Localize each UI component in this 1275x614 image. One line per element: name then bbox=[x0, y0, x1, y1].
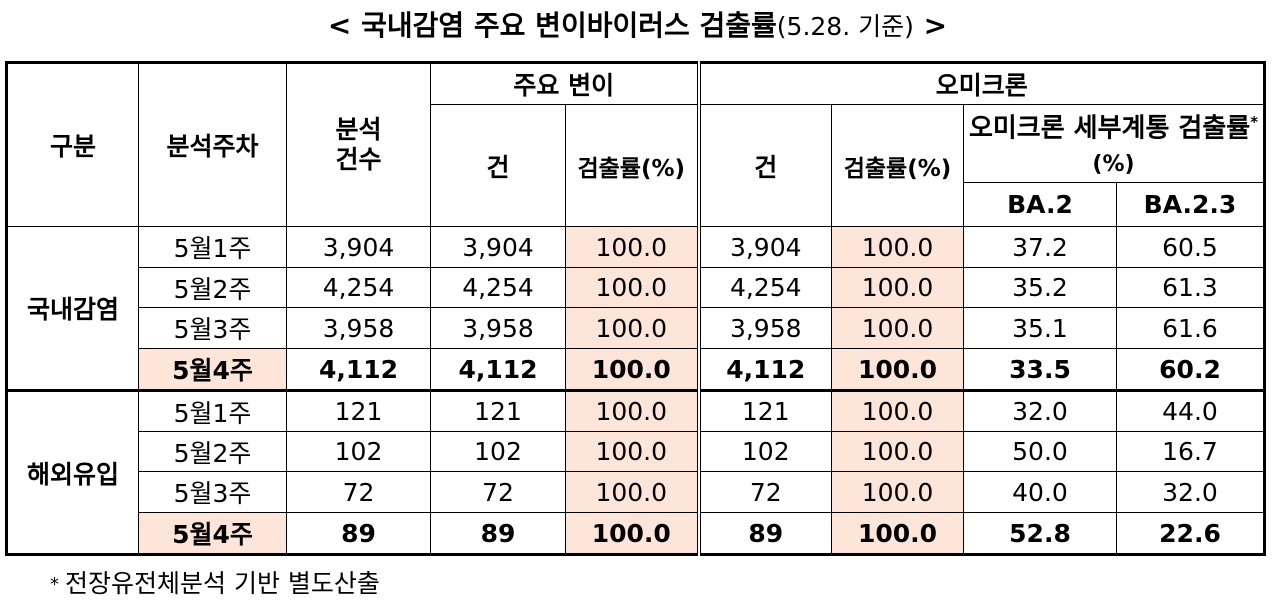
header-variant-rate: 검출률(%) bbox=[565, 104, 701, 227]
header-sublineage-text: 오미크론 세부계통 검출률 bbox=[968, 113, 1251, 144]
o-cases-cell: 4,254 bbox=[698, 267, 832, 308]
header-ba2: BA.2 bbox=[963, 182, 1117, 227]
table-row: 5월4주 89 89 100.0 89 100.0 52.8 22.6 bbox=[7, 512, 1265, 556]
v-rate-cell: 100.0 bbox=[565, 307, 701, 349]
count-cell: 89 bbox=[286, 512, 431, 556]
ba2-cell: 37.2 bbox=[963, 226, 1117, 268]
header-ba23: BA.2.3 bbox=[1116, 182, 1265, 227]
page-title: < 국내감염 주요 변이바이러스 검출률(5.28. 기준) > bbox=[0, 6, 1275, 46]
ba2-cell: 33.5 bbox=[963, 348, 1117, 392]
ba2-cell: 52.8 bbox=[963, 512, 1117, 556]
count-cell: 4,254 bbox=[286, 267, 431, 308]
ba23-cell: 44.0 bbox=[1116, 390, 1265, 432]
v-cases-cell: 4,112 bbox=[430, 348, 566, 392]
ba23-cell: 32.0 bbox=[1116, 471, 1265, 513]
week-cell: 5월3주 bbox=[138, 307, 287, 349]
group-label: 국내감염 bbox=[6, 226, 139, 392]
o-rate-cell: 100.0 bbox=[831, 512, 964, 556]
v-cases-cell: 3,958 bbox=[430, 307, 566, 349]
header-count-text: 분석 건수 bbox=[335, 115, 382, 174]
week-cell: 5월4주 bbox=[138, 512, 287, 556]
o-cases-cell: 4,112 bbox=[698, 348, 832, 392]
title-suffix: > bbox=[913, 9, 948, 42]
v-rate-cell: 100.0 bbox=[565, 471, 701, 513]
header-category: 구분 bbox=[6, 62, 139, 227]
week-cell: 5월3주 bbox=[138, 471, 287, 513]
v-cases-cell: 89 bbox=[430, 512, 566, 556]
ba23-cell: 61.6 bbox=[1116, 307, 1265, 349]
table-row: 5월3주 72 72 100.0 72 100.0 40.0 32.0 bbox=[7, 471, 1265, 513]
o-rate-cell: 100.0 bbox=[831, 431, 964, 472]
ba2-cell: 50.0 bbox=[963, 431, 1117, 472]
table-row: 5월2주 4,254 4,254 100.0 4,254 100.0 35.2 61.3 bbox=[7, 267, 1265, 308]
o-cases-cell: 102 bbox=[698, 431, 832, 472]
count-cell: 72 bbox=[286, 471, 431, 513]
o-cases-cell: 89 bbox=[698, 512, 832, 556]
count-cell: 3,958 bbox=[286, 307, 431, 349]
count-cell: 4,112 bbox=[286, 348, 431, 392]
header-major-variant: 주요 변이 bbox=[430, 62, 701, 105]
ba2-cell: 40.0 bbox=[963, 471, 1117, 513]
header-omicron-cases: 건 bbox=[698, 104, 832, 227]
week-cell: 5월4주 bbox=[138, 348, 287, 392]
header-count: 분석 건수 bbox=[286, 62, 431, 227]
v-rate-cell: 100.0 bbox=[565, 226, 701, 268]
o-rate-cell: 100.0 bbox=[831, 348, 964, 392]
count-cell: 3,904 bbox=[286, 226, 431, 268]
v-rate-cell: 100.0 bbox=[565, 267, 701, 308]
v-cases-cell: 3,904 bbox=[430, 226, 566, 268]
footnote-text: 전장유전체분석 기반 별도산출 bbox=[65, 569, 380, 598]
v-rate-cell: 100.0 bbox=[565, 512, 701, 556]
v-cases-cell: 72 bbox=[430, 471, 566, 513]
ba2-cell: 35.2 bbox=[963, 267, 1117, 308]
v-rate-cell: 100.0 bbox=[565, 390, 701, 432]
variant-detection-table: 구분 분석주차 분석 건수 주요 변이 오미크론 건 검출률(%) 건 검출률(… bbox=[5, 61, 1266, 556]
title-date: (5.28. 기준) bbox=[776, 12, 914, 41]
table-row: 국내감염 5월1주 3,904 3,904 100.0 3,904 100.0 37.2 60.… bbox=[6, 226, 1265, 392]
header-sublineage-mark: * bbox=[1250, 113, 1259, 132]
week-cell: 5월2주 bbox=[138, 267, 287, 308]
ba23-cell: 60.5 bbox=[1116, 226, 1265, 268]
week-cell: 5월2주 bbox=[138, 431, 287, 472]
ba2-cell: 32.0 bbox=[963, 390, 1117, 432]
footnote-mark: * bbox=[50, 574, 59, 595]
ba23-cell: 22.6 bbox=[1116, 512, 1265, 556]
o-rate-cell: 100.0 bbox=[831, 471, 964, 513]
ba23-cell: 60.2 bbox=[1116, 348, 1265, 392]
v-rate-cell: 100.0 bbox=[565, 431, 701, 472]
ba23-cell: 16.7 bbox=[1116, 431, 1265, 472]
ba23-cell: 61.3 bbox=[1116, 267, 1265, 308]
o-cases-cell: 121 bbox=[698, 390, 832, 432]
o-rate-cell: 100.0 bbox=[831, 390, 964, 432]
ba2-cell: 35.1 bbox=[963, 307, 1117, 349]
table-row: 5월4주 4,112 4,112 100.0 4,112 100.0 33.5 60.2 bbox=[7, 348, 1265, 392]
table-row: 5월3주 3,958 3,958 100.0 3,958 100.0 35.1 61.6 bbox=[7, 307, 1265, 349]
v-cases-cell: 121 bbox=[430, 390, 566, 432]
header-week: 분석주차 bbox=[138, 62, 287, 227]
v-rate-cell: 100.0 bbox=[565, 348, 701, 392]
title-main: 국내감염 주요 변이바이러스 검출률 bbox=[361, 9, 777, 42]
header-sublineage-unit: (%) bbox=[1092, 151, 1135, 177]
header-sublineage: 오미크론 세부계통 검출률* (%) bbox=[963, 104, 1265, 183]
v-cases-cell: 4,254 bbox=[430, 267, 566, 308]
o-cases-cell: 72 bbox=[698, 471, 832, 513]
count-cell: 102 bbox=[286, 431, 431, 472]
o-rate-cell: 100.0 bbox=[831, 267, 964, 308]
o-rate-cell: 100.0 bbox=[831, 226, 964, 268]
group-label: 해외유입 bbox=[6, 390, 139, 556]
week-cell: 5월1주 bbox=[138, 226, 287, 268]
count-cell: 121 bbox=[286, 390, 431, 432]
title-prefix: < bbox=[327, 9, 362, 42]
v-cases-cell: 102 bbox=[430, 431, 566, 472]
o-cases-cell: 3,958 bbox=[698, 307, 832, 349]
o-rate-cell: 100.0 bbox=[831, 307, 964, 349]
table-row: 해외유입 5월1주 121 121 100.0 121 100.0 32.0 44.0 bbox=[6, 390, 1265, 556]
table-row: 5월2주 102 102 100.0 102 100.0 50.0 16.7 bbox=[7, 431, 1265, 472]
header-variant-cases: 건 bbox=[430, 104, 566, 227]
header-omicron: 오미크론 bbox=[698, 62, 1265, 105]
o-cases-cell: 3,904 bbox=[698, 226, 832, 268]
week-cell: 5월1주 bbox=[138, 390, 287, 432]
header-omicron-rate: 검출률(%) bbox=[831, 104, 964, 227]
footnote: * 전장유전체분석 기반 별도산출 bbox=[50, 566, 380, 603]
